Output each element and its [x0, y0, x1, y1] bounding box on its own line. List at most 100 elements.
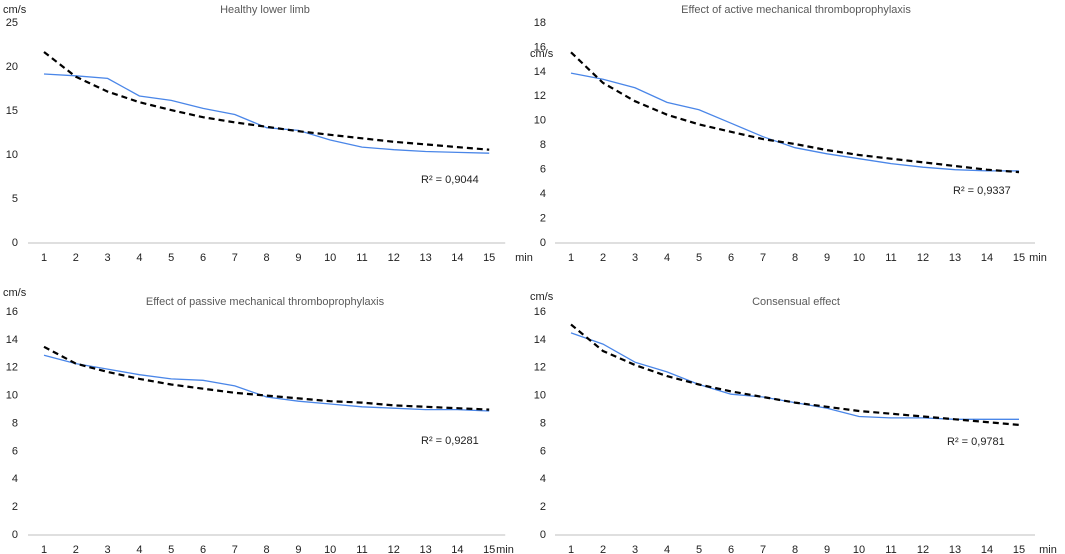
- x-tick-label: 10: [853, 544, 865, 554]
- x-tick-label: 2: [600, 252, 606, 264]
- chart-title: Healthy lower limb: [220, 4, 310, 16]
- y-axis-unit-label: cm/s: [530, 291, 554, 303]
- chart-panel-2: Effect of active mechanical thromboproph…: [530, 4, 1047, 264]
- x-tick-label: 3: [632, 544, 638, 554]
- x-tick-label: 3: [105, 544, 111, 554]
- y-tick-label: 4: [540, 473, 546, 485]
- y-tick-label: 16: [6, 306, 18, 318]
- x-axis-unit-label: min: [496, 544, 514, 554]
- x-tick-label: 4: [136, 252, 142, 264]
- r-squared-label: R² = 0,9337: [953, 185, 1011, 197]
- y-tick-label: 10: [534, 390, 546, 402]
- y-tick-label: 25: [6, 17, 18, 29]
- x-tick-label: 5: [168, 252, 174, 264]
- y-tick-label: 2: [12, 501, 18, 513]
- y-tick-label: 10: [534, 115, 546, 127]
- x-tick-label: 4: [664, 544, 670, 554]
- velocity-series: [43, 354, 490, 412]
- y-tick-label: 0: [12, 237, 18, 249]
- x-tick-label: 11: [885, 252, 896, 264]
- x-tick-label: 3: [105, 252, 111, 264]
- x-tick-label: 15: [483, 252, 495, 264]
- y-tick-label: 0: [12, 529, 18, 541]
- x-tick-label: 7: [232, 544, 238, 554]
- x-tick-label: 13: [949, 252, 961, 264]
- x-tick-label: 14: [981, 252, 993, 264]
- r-squared-label: R² = 0,9044: [421, 174, 479, 186]
- x-tick-label: 8: [792, 252, 798, 264]
- y-tick-label: 12: [6, 362, 18, 374]
- y-tick-label: 2: [540, 501, 546, 513]
- velocity-series: [43, 73, 490, 154]
- y-tick-label: 2: [540, 212, 546, 224]
- x-tick-label: 2: [73, 544, 79, 554]
- x-tick-label: 14: [451, 252, 463, 264]
- y-tick-label: 20: [6, 61, 18, 73]
- y-tick-label: 14: [534, 334, 546, 346]
- y-tick-label: 8: [12, 417, 18, 429]
- y-tick-label: 15: [6, 105, 18, 117]
- x-tick-label: 7: [760, 252, 766, 264]
- y-tick-label: 16: [534, 41, 546, 53]
- x-tick-label: 4: [136, 544, 142, 554]
- x-tick-label: 6: [200, 544, 206, 554]
- y-tick-label: 8: [540, 139, 546, 151]
- y-tick-label: 0: [540, 237, 546, 249]
- x-tick-label: 13: [419, 544, 431, 554]
- x-tick-label: 3: [632, 252, 638, 264]
- x-axis-unit-label: min: [1029, 252, 1047, 264]
- x-tick-label: 1: [568, 252, 574, 264]
- y-tick-label: 14: [534, 66, 546, 78]
- chart-title: Effect of active mechanical thromboproph…: [681, 4, 911, 16]
- x-tick-label: 10: [324, 544, 336, 554]
- x-axis-unit-label: min: [515, 252, 533, 264]
- y-tick-label: 4: [12, 473, 18, 485]
- y-tick-label: 6: [540, 164, 546, 176]
- x-tick-label: 12: [388, 544, 400, 554]
- y-tick-label: 0: [540, 529, 546, 541]
- x-tick-label: 12: [388, 252, 400, 264]
- y-axis-unit-label: cm/s: [530, 48, 554, 60]
- x-tick-label: 6: [200, 252, 206, 264]
- x-tick-label: 15: [1013, 252, 1025, 264]
- y-tick-label: 12: [534, 90, 546, 102]
- y-tick-label: 4: [540, 188, 546, 200]
- x-tick-label: 11: [885, 544, 896, 554]
- trendline-series: [570, 51, 1020, 174]
- x-tick-label: 11: [356, 252, 367, 264]
- x-tick-label: 13: [419, 252, 431, 264]
- chart-title: Consensual effect: [752, 296, 840, 308]
- y-axis-unit-label: cm/s: [3, 287, 27, 299]
- trendline-series: [570, 323, 1020, 426]
- y-tick-label: 6: [12, 445, 18, 457]
- x-tick-label: 1: [41, 252, 47, 264]
- x-tick-label: 11: [356, 544, 367, 554]
- x-tick-label: 7: [232, 252, 238, 264]
- trendline-series: [43, 51, 490, 151]
- x-tick-label: 5: [696, 544, 702, 554]
- x-tick-label: 5: [168, 544, 174, 554]
- x-tick-label: 1: [568, 544, 574, 554]
- x-tick-label: 9: [295, 252, 301, 264]
- y-tick-label: 14: [6, 334, 18, 346]
- x-tick-label: 6: [728, 252, 734, 264]
- x-tick-label: 10: [324, 252, 336, 264]
- y-tick-label: 18: [534, 17, 546, 29]
- y-tick-label: 10: [6, 390, 18, 402]
- x-tick-label: 15: [1013, 544, 1025, 554]
- x-tick-label: 4: [664, 252, 670, 264]
- x-tick-label: 12: [917, 544, 929, 554]
- x-tick-label: 6: [728, 544, 734, 554]
- x-axis-unit-label: min: [1039, 544, 1057, 554]
- chart-title: Effect of passive mechanical thromboprop…: [146, 296, 385, 308]
- x-tick-label: 2: [600, 544, 606, 554]
- y-axis-unit-label: cm/s: [3, 4, 27, 16]
- y-tick-label: 16: [534, 306, 546, 318]
- x-tick-label: 10: [853, 252, 865, 264]
- y-tick-label: 5: [12, 193, 18, 205]
- x-tick-label: 12: [917, 252, 929, 264]
- y-tick-label: 10: [6, 149, 18, 161]
